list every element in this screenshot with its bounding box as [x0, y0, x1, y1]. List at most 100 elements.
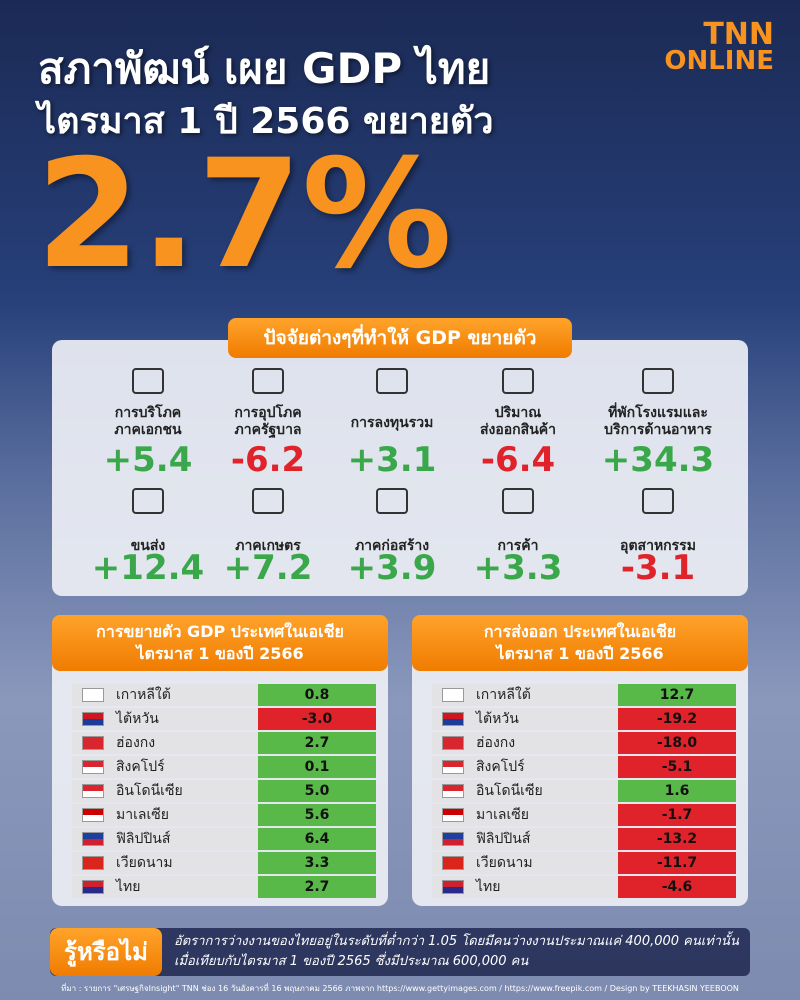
country: อินโดนีเซีย — [72, 780, 258, 802]
country: เกาหลีใต้ — [72, 684, 258, 706]
table-row: เวียดนาม 3.3 — [72, 852, 376, 874]
flag — [442, 856, 464, 870]
title-line: สภาพัฒน์ เผย GDP ไทย — [38, 44, 491, 93]
factor-label: อุตสาหกรรม — [620, 538, 696, 554]
country: ไต้หวัน — [432, 708, 618, 730]
flag — [442, 808, 464, 822]
table-row: ฟิลิปปินส์ 6.4 — [72, 828, 376, 850]
factor-value: +7.2 — [223, 548, 313, 588]
factor-value: +34.3 — [601, 440, 715, 480]
table-row: ไทย 2.7 — [72, 876, 376, 898]
factor-label: ที่พักโรงแรมและ — [608, 405, 708, 421]
factor-icon — [252, 368, 284, 394]
table-title-line: การขยายตัว GDP ประเทศในเอเชีย — [96, 622, 344, 641]
table-row: เกาหลีใต้ 12.7 — [432, 684, 736, 706]
flag — [442, 832, 464, 846]
table-title-line: การส่งออก ประเทศในเอเชีย — [483, 622, 677, 641]
country: สิงคโปร์ — [432, 756, 618, 778]
factor-value: +3.3 — [473, 548, 563, 588]
factor-value: -3.1 — [620, 548, 696, 588]
table-title: การส่งออก ประเทศในเอเชียไตรมาส 1 ของปี 2… — [412, 615, 748, 671]
flag — [82, 736, 104, 750]
factor-icon — [642, 488, 674, 514]
headline-value: 2.7% — [36, 128, 453, 302]
value: -3.0 — [258, 708, 376, 730]
table-row: สิงคโปร์ 0.1 — [72, 756, 376, 778]
table-row: มาเลเซีย -1.7 — [432, 804, 736, 826]
fact-line: อัตราการว่างงานของไทยอยู่ในระดับที่ต่ำกว… — [174, 934, 739, 949]
factor-label: การอุปโภค — [234, 405, 302, 421]
table-row: ฮ่องกง -18.0 — [432, 732, 736, 754]
country: ฟิลิปปินส์ — [432, 828, 618, 850]
factor-label: ภาคเกษตร — [235, 538, 301, 554]
fact-label: รู้หรือไม่ — [50, 928, 162, 976]
factor-icon — [502, 368, 534, 394]
table-row: ไทย -4.6 — [432, 876, 736, 898]
factor-icon — [502, 488, 534, 514]
table-title: การขยายตัว GDP ประเทศในเอเชียไตรมาส 1 ขอ… — [52, 615, 388, 671]
factor-label: การค้า — [497, 538, 539, 554]
title-line: ไตรมาส 1 ปี 2566 ขยายตัว — [38, 101, 494, 142]
flag — [82, 880, 104, 894]
country: ไต้หวัน — [72, 708, 258, 730]
table-row: อินโดนีเซีย 1.6 — [432, 780, 736, 802]
factor-icon — [376, 368, 408, 394]
table-row: สิงคโปร์ -5.1 — [432, 756, 736, 778]
value: 2.7 — [258, 732, 376, 754]
country: ฮ่องกง — [432, 732, 618, 754]
factor-label: ขนส่ง — [130, 538, 166, 554]
value: -18.0 — [618, 732, 736, 754]
value: 3.3 — [258, 852, 376, 874]
factor-icon — [642, 368, 674, 394]
country: ไทย — [432, 876, 618, 898]
value: 2.7 — [258, 876, 376, 898]
country: สิงคโปร์ — [72, 756, 258, 778]
value: 5.6 — [258, 804, 376, 826]
factor-icon — [252, 488, 284, 514]
fact-line: เมื่อเทียบกับไตรมาส 1 ของปี 2565 ซึ่งมีป… — [174, 954, 529, 969]
table-row: เวียดนาม -11.7 — [432, 852, 736, 874]
country: เวียดนาม — [432, 852, 618, 874]
value: -5.1 — [618, 756, 736, 778]
country: มาเลเซีย — [72, 804, 258, 826]
table-row: ไต้หวัน -3.0 — [72, 708, 376, 730]
factor-value: -6.4 — [480, 440, 556, 480]
factor-icon — [376, 488, 408, 514]
value: -19.2 — [618, 708, 736, 730]
factor-value: +12.4 — [91, 548, 205, 588]
country: เกาหลีใต้ — [432, 684, 618, 706]
fact-bar — [50, 928, 750, 976]
country: ฮ่องกง — [72, 732, 258, 754]
table-title-line: ไตรมาส 1 ของปี 2566 — [136, 644, 304, 663]
table-row: มาเลเซีย 5.6 — [72, 804, 376, 826]
table-row: ไต้หวัน -19.2 — [432, 708, 736, 730]
factor-label: การลงทุนรวม — [350, 415, 434, 431]
value: -11.7 — [618, 852, 736, 874]
flag — [82, 784, 104, 798]
country: มาเลเซีย — [432, 804, 618, 826]
value: 1.6 — [618, 780, 736, 802]
flag — [82, 832, 104, 846]
factor-label: ภาคก่อสร้าง — [354, 538, 430, 554]
factor-label: บริการด้านอาหาร — [604, 422, 712, 438]
factor-icon — [132, 488, 164, 514]
table-title-line: ไตรมาส 1 ของปี 2566 — [496, 644, 664, 663]
flag — [442, 784, 464, 798]
factor-label: ภาครัฐบาล — [234, 422, 302, 438]
table-row: ฟิลิปปินส์ -13.2 — [432, 828, 736, 850]
country: ไทย — [72, 876, 258, 898]
country: เวียดนาม — [72, 852, 258, 874]
value: 5.0 — [258, 780, 376, 802]
source: ที่มา : รายการ "เศรษฐกิจInsight" TNN ช่อ… — [61, 984, 739, 993]
brand-top: TNN — [703, 17, 774, 52]
value: 0.8 — [258, 684, 376, 706]
value: 0.1 — [258, 756, 376, 778]
flag — [442, 688, 464, 702]
flag — [442, 880, 464, 894]
factor-label: ปริมาณ — [494, 405, 542, 421]
factors-title: ปัจจัยต่างๆที่ทำให้ GDP ขยายตัว — [228, 318, 572, 358]
factors-panel — [52, 340, 748, 596]
factor-label: ภาคเอกชน — [114, 422, 182, 438]
country: ฟิลิปปินส์ — [72, 828, 258, 850]
